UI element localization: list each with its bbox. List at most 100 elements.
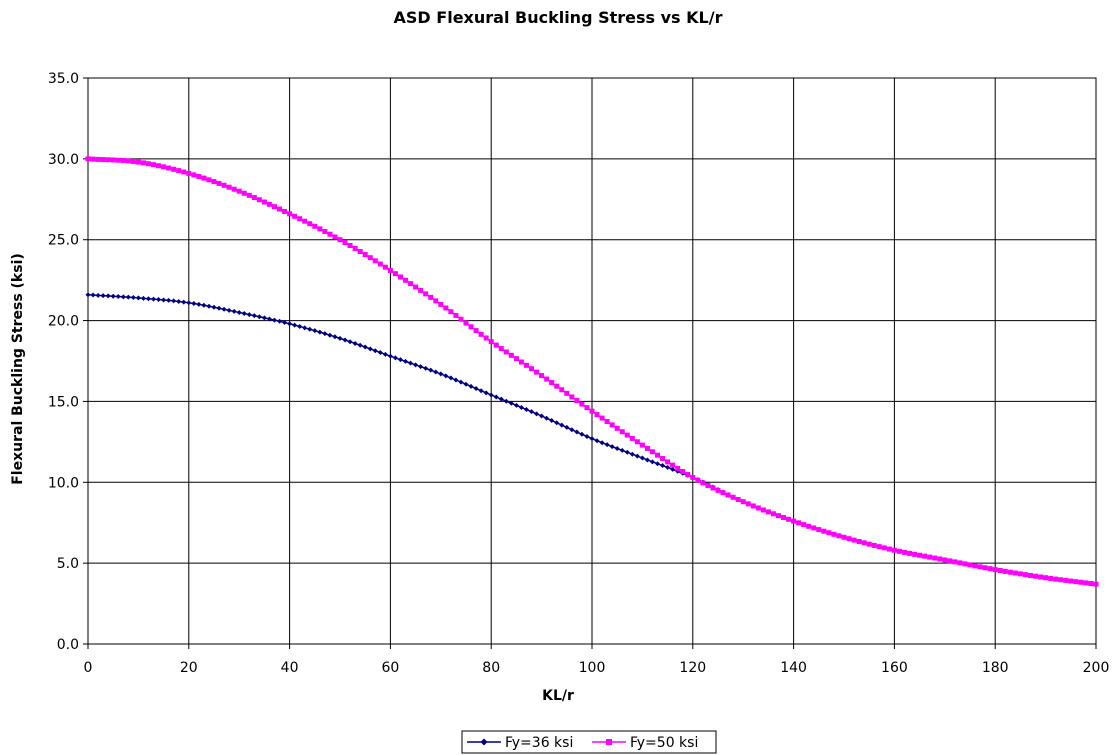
data-point: [871, 542, 877, 548]
data-point: [992, 567, 998, 573]
data-point: [246, 192, 252, 198]
data-point: [644, 457, 650, 463]
data-point: [307, 221, 313, 227]
data-point: [246, 312, 252, 318]
data-point: [564, 424, 570, 430]
data-point: [423, 291, 429, 297]
data-point: [403, 358, 409, 364]
data-point: [725, 492, 731, 498]
data-point: [342, 337, 348, 343]
data-point: [115, 157, 121, 163]
data-point: [629, 435, 635, 441]
data-point: [488, 392, 494, 398]
data-point: [478, 331, 484, 337]
data-point: [730, 494, 736, 500]
data-point: [191, 301, 197, 307]
data-point: [1007, 569, 1013, 575]
x-axis-title: KL/r: [542, 688, 574, 704]
data-point: [735, 496, 741, 502]
data-point: [665, 459, 671, 465]
data-point: [206, 177, 212, 183]
y-tick-label: 15.0: [48, 394, 79, 410]
data-point: [932, 555, 938, 561]
data-point: [957, 560, 963, 566]
data-point: [483, 335, 489, 341]
y-tick-label: 0.0: [57, 637, 79, 653]
data-point: [100, 157, 106, 163]
data-point: [216, 180, 222, 186]
data-point: [241, 311, 247, 317]
data-point: [907, 550, 913, 556]
data-point: [166, 297, 172, 303]
series-2: [85, 156, 1099, 587]
data-point: [317, 329, 323, 335]
data-point: [670, 466, 676, 472]
data-point: [518, 359, 524, 365]
data-point: [1063, 577, 1069, 583]
data-point: [655, 461, 661, 467]
data-point: [100, 293, 106, 299]
data-point: [418, 287, 424, 293]
x-tick-label: 0: [84, 660, 93, 676]
data-point: [226, 184, 232, 190]
data-point: [821, 528, 827, 534]
data-point: [85, 156, 91, 162]
data-point: [110, 157, 116, 163]
data-point: [927, 554, 933, 560]
data-point: [463, 320, 469, 326]
data-point: [649, 449, 655, 455]
legend: Fy=36 ksi Fy=50 ksi: [461, 730, 717, 754]
data-point: [226, 307, 232, 313]
data-point: [433, 369, 439, 375]
data-point: [282, 208, 288, 214]
data-point: [372, 348, 378, 354]
data-point: [660, 456, 666, 462]
data-point: [327, 231, 333, 237]
data-point: [781, 515, 787, 521]
data-point: [342, 240, 348, 246]
data-point: [876, 544, 882, 550]
data-point: [1033, 573, 1039, 579]
data-point: [367, 255, 373, 261]
y-axis-ticks: 0.0 5.0 10.0 15.0 20.0 25.0 30.0 35.0: [48, 71, 88, 653]
data-point: [135, 159, 141, 165]
y-axis-title: Flexural Buckling Stress (ksi): [10, 253, 26, 485]
data-point: [554, 420, 560, 426]
data-point: [397, 274, 403, 280]
data-point: [836, 533, 842, 539]
legend-entry: Fy=36 ksi: [467, 735, 573, 751]
data-point: [1083, 580, 1089, 586]
data-point: [357, 249, 363, 255]
data-point: [755, 505, 761, 511]
data-point: [145, 296, 151, 302]
data-point: [513, 402, 519, 408]
legend-label: Fy=50 ksi: [630, 735, 698, 751]
data-point: [791, 518, 797, 524]
data-point: [156, 163, 162, 169]
data-point: [554, 383, 560, 389]
data-point: [856, 538, 862, 544]
data-point: [1058, 577, 1064, 583]
data-point: [332, 334, 338, 340]
data-point: [438, 301, 444, 307]
data-point: [332, 234, 338, 240]
data-point: [302, 218, 308, 224]
data-point: [695, 477, 701, 483]
data-point: [977, 564, 983, 570]
data-point: [473, 328, 479, 334]
data-point: [760, 507, 766, 513]
data-point: [367, 346, 373, 352]
data-point: [594, 412, 600, 418]
data-point: [529, 366, 535, 372]
data-point: [135, 295, 141, 301]
data-point: [639, 442, 645, 448]
data-point: [675, 465, 681, 471]
data-point: [523, 407, 529, 413]
data-point: [866, 541, 872, 547]
data-point: [1012, 570, 1018, 576]
data-point: [322, 331, 328, 337]
data-point: [700, 480, 706, 486]
data-point: [171, 298, 177, 304]
data-point: [337, 335, 343, 341]
